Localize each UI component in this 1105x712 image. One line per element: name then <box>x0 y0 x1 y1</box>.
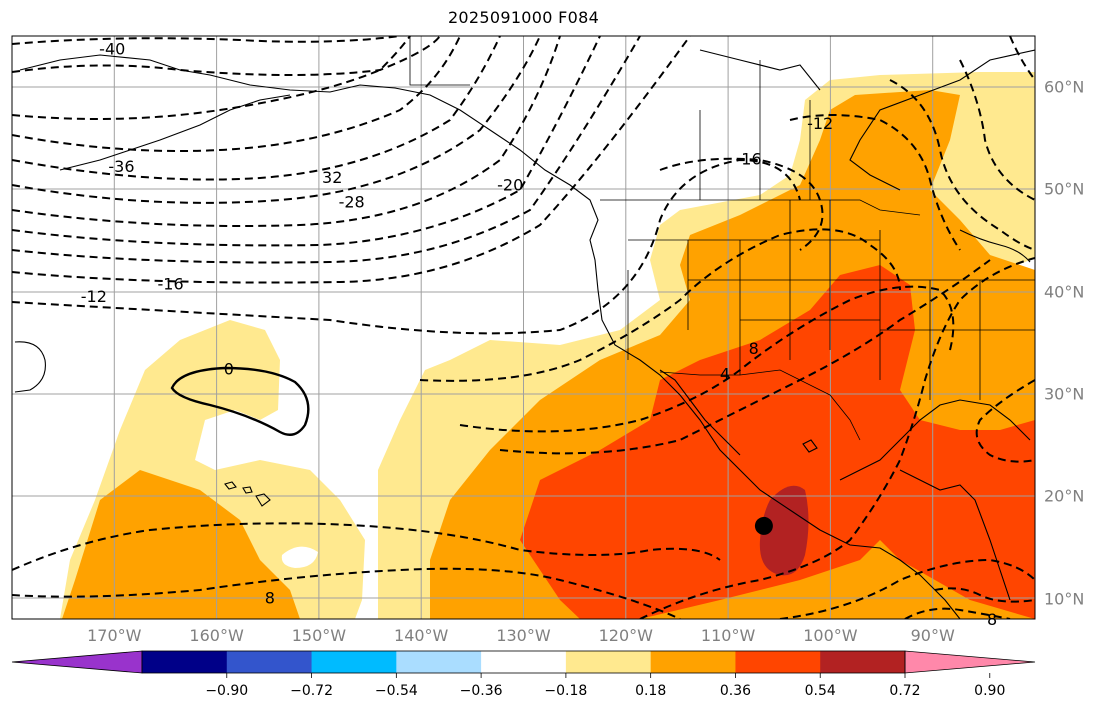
lon-label: 170°W <box>87 626 142 645</box>
lat-label: 40°N <box>1044 282 1085 302</box>
lon-label: 120°W <box>598 626 653 645</box>
shading-red <box>520 265 1035 619</box>
colorbar-tick-label: 0.18 <box>635 683 667 699</box>
contour-label: -16 <box>157 275 183 294</box>
contour-label: 4 <box>720 365 730 384</box>
contour-label: 8 <box>265 589 275 608</box>
zero-contour <box>170 366 310 436</box>
contour-label: -28 <box>339 193 365 212</box>
colorbar-segment <box>311 651 397 673</box>
contour-label: -12 <box>81 287 107 306</box>
shading-darkred <box>759 485 809 576</box>
contour-label: -36 <box>108 157 134 176</box>
lon-label: 90°W <box>910 626 955 645</box>
colorbar-frame <box>141 650 906 674</box>
height-contours <box>12 36 1035 619</box>
colorbar-segment <box>226 651 313 673</box>
coastlines <box>14 49 1035 619</box>
contour-label: -20 <box>497 175 523 194</box>
graticule <box>12 36 1035 619</box>
contour-label: -40 <box>99 39 125 58</box>
colorbar-segment <box>565 651 652 673</box>
colorbar-segment <box>650 651 736 673</box>
lon-label: 110°W <box>700 626 756 645</box>
colorbar-segment <box>142 651 228 673</box>
colorbar-tick-label: −0.54 <box>374 683 418 699</box>
marker-layer <box>754 516 773 535</box>
lat-label: 10°N <box>1044 589 1085 609</box>
contour-label: 0 <box>224 359 234 378</box>
location-marker <box>754 516 773 535</box>
map-frame <box>11 35 1036 620</box>
contour-label: -12 <box>807 114 833 133</box>
colorbar-segment <box>481 651 567 673</box>
contour-label: 8 <box>987 610 997 629</box>
lat-label: 60°N <box>1044 77 1085 97</box>
lat-label: 30°N <box>1044 384 1085 404</box>
colorbar-segment <box>735 651 821 673</box>
colorbar-tick-label: 0.90 <box>974 683 1006 699</box>
colorbar-tick-label: −0.72 <box>290 683 333 699</box>
lon-label: 100°W <box>803 626 858 645</box>
colorbar-extend-high <box>904 650 1036 674</box>
map-title: 2025091000 F084 <box>447 8 600 27</box>
colorbar-segment <box>396 651 482 673</box>
lat-label: 20°N <box>1044 486 1085 506</box>
lon-label: 130°W <box>496 626 551 645</box>
contour-label: 32 <box>322 168 342 187</box>
colorbar-extend-low <box>11 650 143 674</box>
colorbar-tick-label: −0.36 <box>459 683 503 699</box>
colorbar-tick-label: 0.54 <box>804 683 836 699</box>
colorbar-tick-label: −0.90 <box>205 683 249 699</box>
lon-label: 140°W <box>394 626 449 645</box>
lat-label: 50°N <box>1044 179 1085 199</box>
contour-label: -16 <box>735 150 761 169</box>
contour-label: 8 <box>749 339 759 358</box>
lon-label: 150°W <box>291 626 347 645</box>
colorbar <box>11 650 1036 678</box>
colorbar-tick-label: 0.36 <box>719 683 752 699</box>
lon-label: 160°W <box>189 626 244 645</box>
colorbar-segment <box>820 651 906 673</box>
colorbar-tick-label: −0.18 <box>544 683 588 699</box>
colorbar-tick-label: 0.72 <box>889 683 921 699</box>
